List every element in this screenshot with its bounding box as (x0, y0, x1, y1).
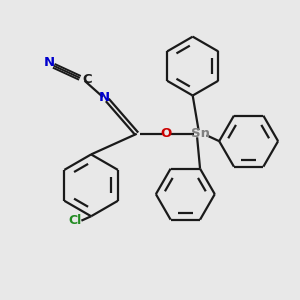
Text: Sn: Sn (190, 127, 210, 140)
Text: Cl: Cl (68, 214, 82, 227)
Text: N: N (99, 91, 110, 104)
Text: N: N (44, 56, 55, 69)
Text: O: O (160, 127, 172, 140)
Text: C: C (83, 73, 92, 86)
